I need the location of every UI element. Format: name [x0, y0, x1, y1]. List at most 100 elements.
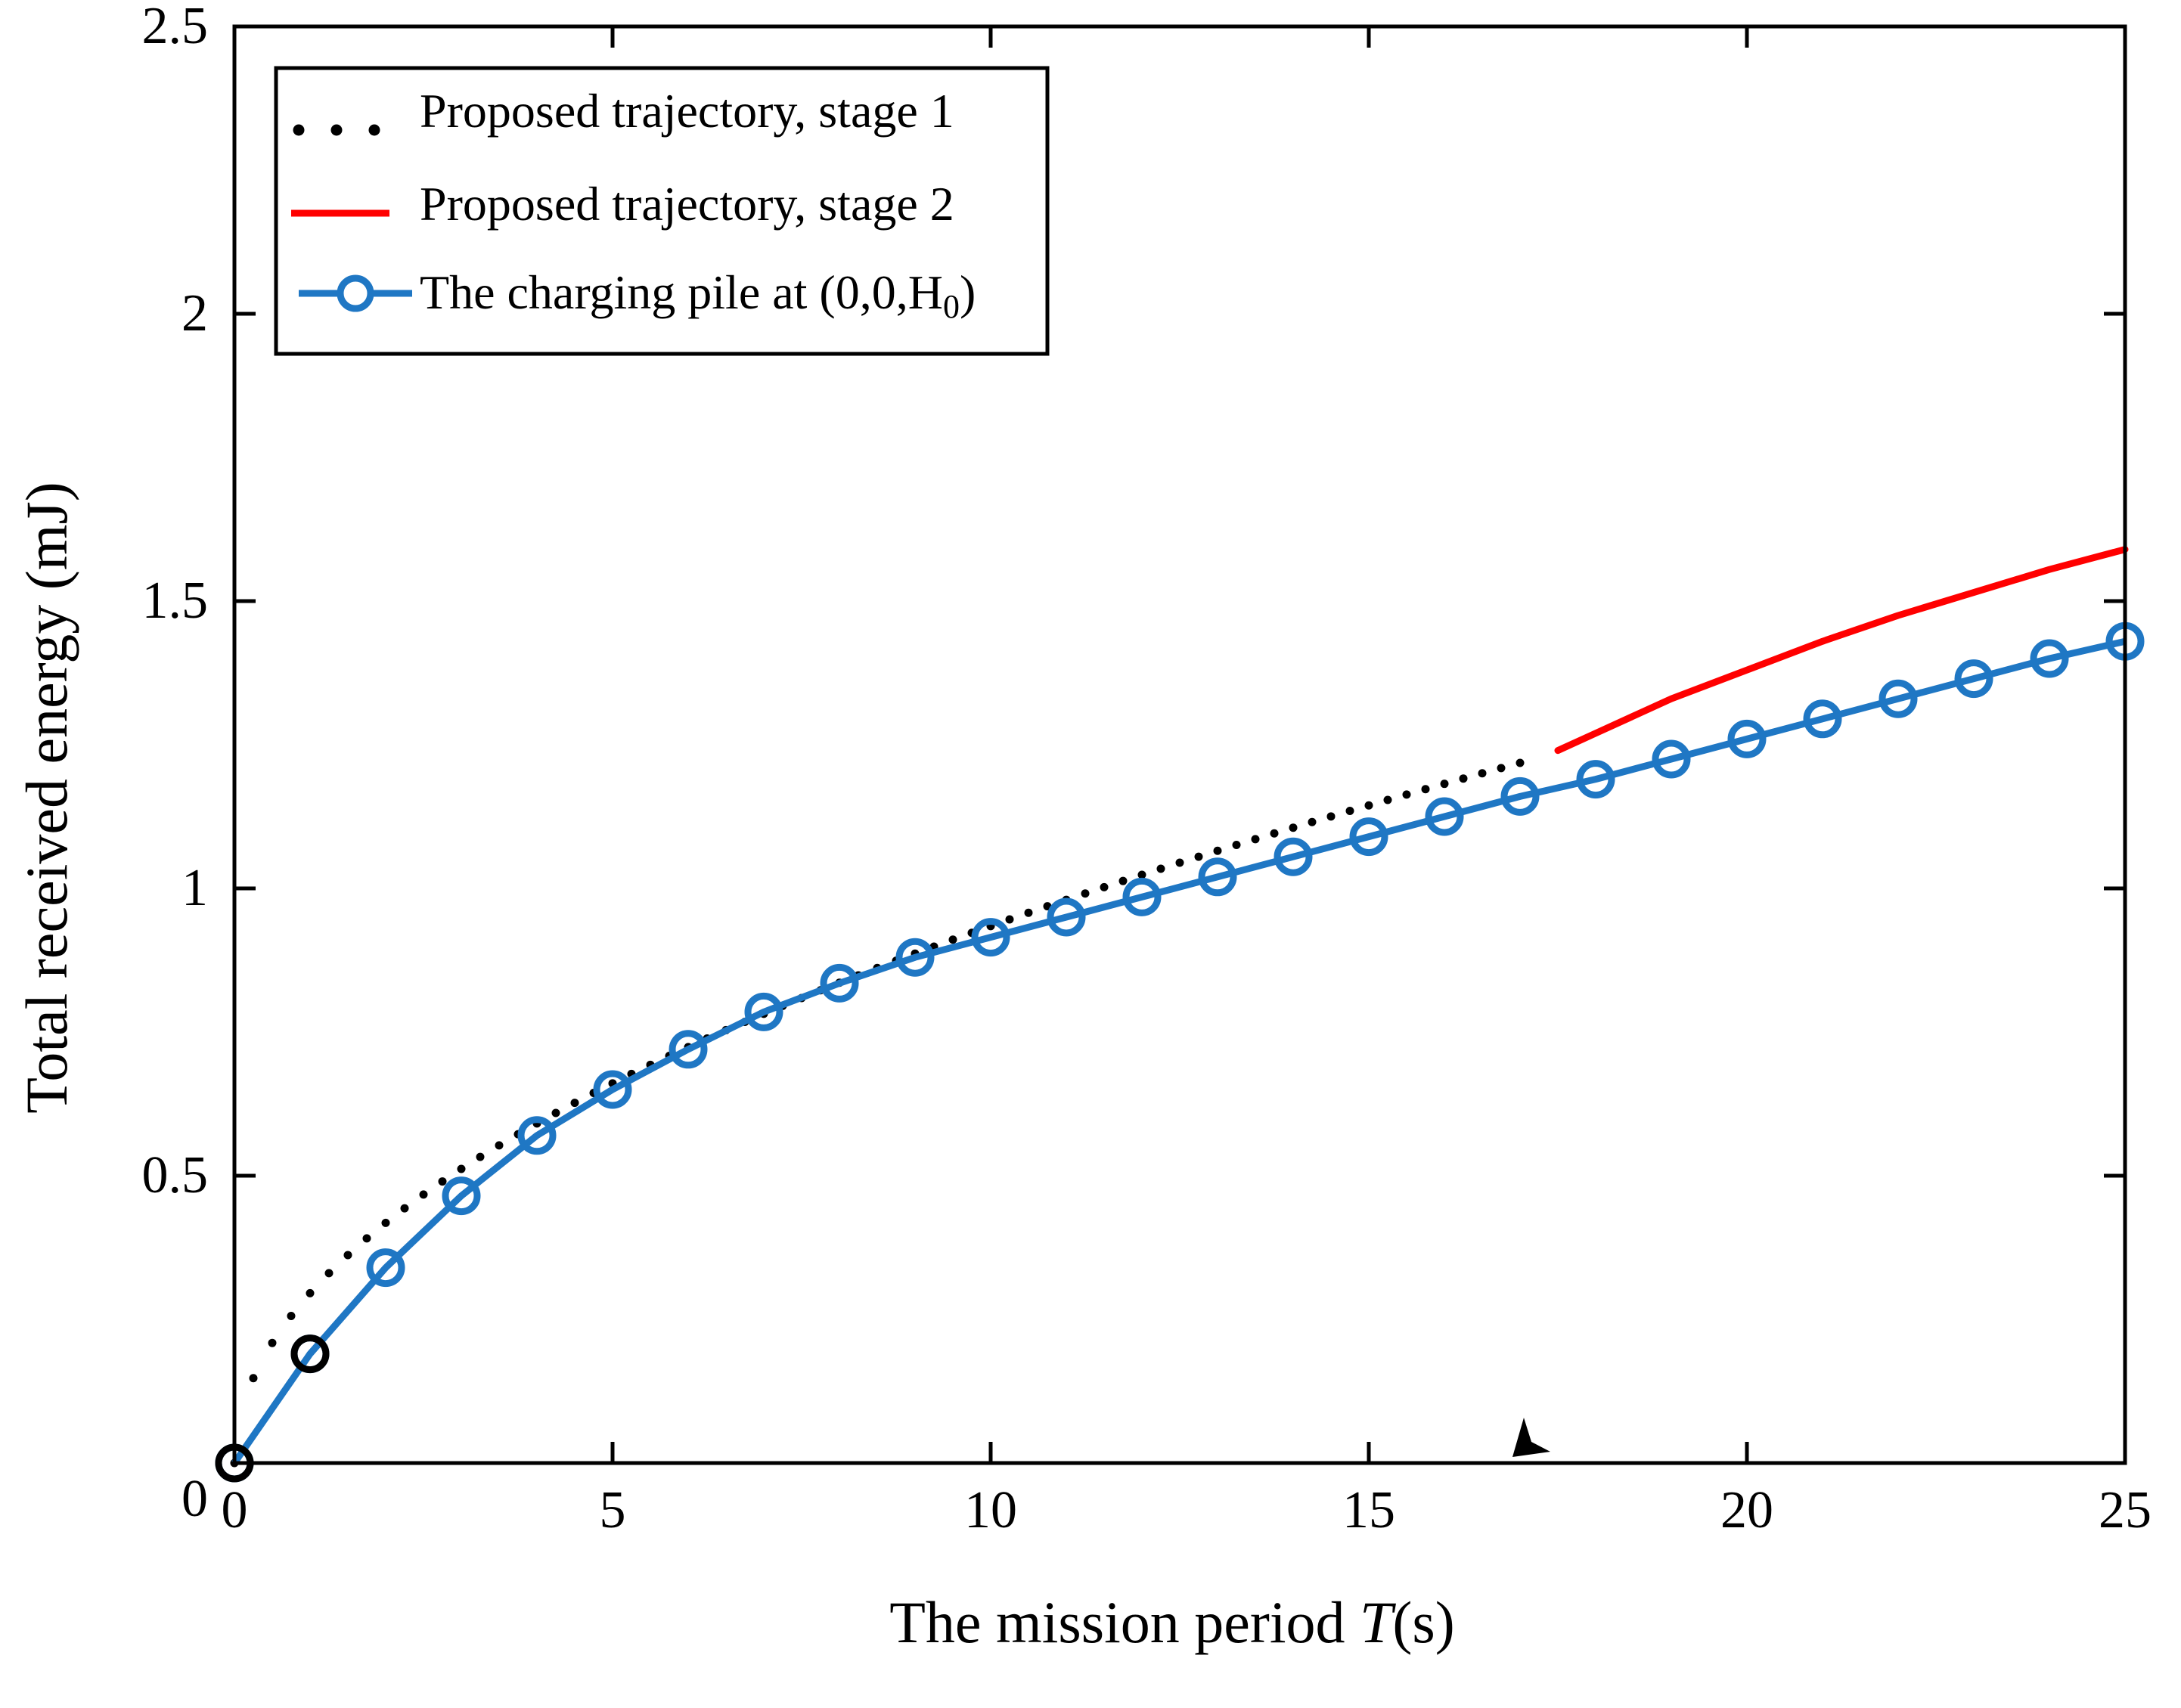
x-tick-label: 20 [1720, 1481, 1773, 1539]
charging-pile-point [895, 938, 935, 977]
charging-pile-point [442, 1176, 481, 1216]
legend-box [274, 66, 1050, 356]
legend-label-stage1: Proposed trajectory, stage 1 [420, 84, 954, 138]
charging-pile-point [366, 1248, 405, 1288]
stage1-point [570, 1099, 579, 1108]
x-axis-label: The mission period T(s) [889, 1589, 1454, 1655]
x-tick-label: 25 [2099, 1481, 2152, 1539]
legend-item-charging-pile: The charging pile at (0,0,H0) [299, 265, 976, 325]
charging-pile-point [971, 918, 1010, 957]
charging-pile-line [231, 637, 2127, 1465]
legend-item-stage2: Proposed trajectory, stage 2 [291, 177, 954, 231]
charging-pile-point [1047, 897, 1086, 937]
stage1-point [1175, 858, 1184, 867]
charging-pile-point [820, 963, 859, 1003]
stage1-point [1326, 812, 1336, 821]
legend-label-charging-pile: The charging pile at (0,0,H0) [420, 265, 976, 325]
stage1-point [1421, 785, 1430, 794]
charging-pile-point [1349, 817, 1388, 857]
stage1-point [1194, 852, 1203, 861]
charging-pile-point [1576, 760, 1615, 799]
charging-pile-point [1198, 857, 1237, 897]
charging-pile-point [593, 1070, 632, 1109]
switch-arrow [1512, 1418, 1550, 1457]
y-tick-label: 2.5 [142, 0, 209, 55]
stage1-point [948, 935, 957, 944]
y-tick-label: 0 [181, 1470, 208, 1528]
stage1-point [438, 1177, 447, 1186]
plot-frame [232, 24, 2127, 1465]
y-tick-label: 0.5 [142, 1146, 209, 1204]
stage1-point [457, 1164, 466, 1173]
charging-pile-point [669, 1030, 708, 1069]
stage1-marker [290, 1334, 330, 1374]
x-tick-label: 0 [222, 1481, 248, 1539]
charging-pile-point [1274, 837, 1313, 876]
stage1-point [1402, 790, 1411, 799]
stage1-point [249, 1374, 258, 1383]
stage1-point [381, 1218, 390, 1227]
stage1-point [1005, 915, 1014, 924]
charging-pile-point [2030, 639, 2069, 678]
stage1-point [287, 1312, 296, 1321]
charging-pile-point [1425, 797, 1464, 836]
stage1-point [495, 1141, 504, 1150]
stage1-point [1497, 764, 1506, 773]
stage1-point [551, 1108, 560, 1117]
stage1-point [1251, 835, 1260, 844]
series-layer [215, 546, 2145, 1483]
stage1-point [324, 1269, 334, 1278]
stage1-point [476, 1152, 485, 1161]
x-tick-label: 15 [1342, 1481, 1395, 1539]
stage1-point [1100, 882, 1109, 891]
stage1-point [1232, 841, 1241, 850]
stage1-point [306, 1288, 315, 1297]
stage1-point [1364, 801, 1373, 810]
stage1-point [1081, 889, 1090, 898]
stage1-point [1137, 870, 1146, 879]
stage1-point [1156, 864, 1165, 873]
stage1-point [400, 1204, 409, 1213]
legend: Proposed trajectory, stage 1 Proposed tr… [274, 66, 1050, 356]
series-stage2-line [1554, 546, 2129, 755]
charging-pile-point [1954, 659, 1993, 699]
legend-item-stage1: Proposed trajectory, stage 1 [293, 84, 954, 138]
charging-pile-point [1727, 719, 1767, 758]
legend-label-stage2: Proposed trajectory, stage 2 [420, 177, 954, 231]
charging-pile-point [1652, 739, 1691, 779]
stage1-point [1118, 876, 1128, 885]
charging-pile-point [517, 1116, 557, 1155]
stage1-point [362, 1234, 371, 1243]
stage1-point [419, 1190, 428, 1199]
stage1-point [1213, 846, 1222, 855]
legend-stage1-dot [293, 124, 305, 136]
legend-stage1-dot [368, 124, 380, 136]
legend-stage1-dot [330, 124, 343, 136]
tick-labels: 0 5 10 15 20 25 0 0.5 1 1.5 2 2.5 [142, 0, 2152, 1539]
y-tick-label: 1.5 [142, 572, 209, 630]
stage1-point [1289, 823, 1298, 832]
charging-pile-point [744, 992, 783, 1031]
stage1-point [1383, 795, 1392, 804]
stage1-point [1270, 829, 1279, 838]
y-tick-label: 1 [181, 859, 208, 917]
stage1-point [343, 1251, 352, 1260]
charging-pile-point [1879, 679, 1918, 718]
stage1-point [1478, 769, 1487, 778]
stage1-point [1459, 774, 1468, 783]
x-tick-label: 10 [964, 1481, 1017, 1539]
stage1-point [1516, 758, 1525, 767]
charging-pile-point [1803, 699, 1842, 739]
y-tick-label: 2 [181, 284, 208, 343]
stage1-point [268, 1338, 277, 1347]
y-axis-label: Total received energy (mJ) [14, 482, 79, 1114]
series-stage1 [230, 758, 1525, 1468]
series-charging-pile [215, 622, 2145, 1483]
stage1-point [1345, 806, 1354, 815]
stage1-point [1024, 908, 1033, 917]
stage1-point [1440, 780, 1449, 789]
stage1-point [1308, 817, 1317, 826]
legend-pile-circle [337, 274, 374, 312]
charging-pile-point [1122, 877, 1162, 916]
